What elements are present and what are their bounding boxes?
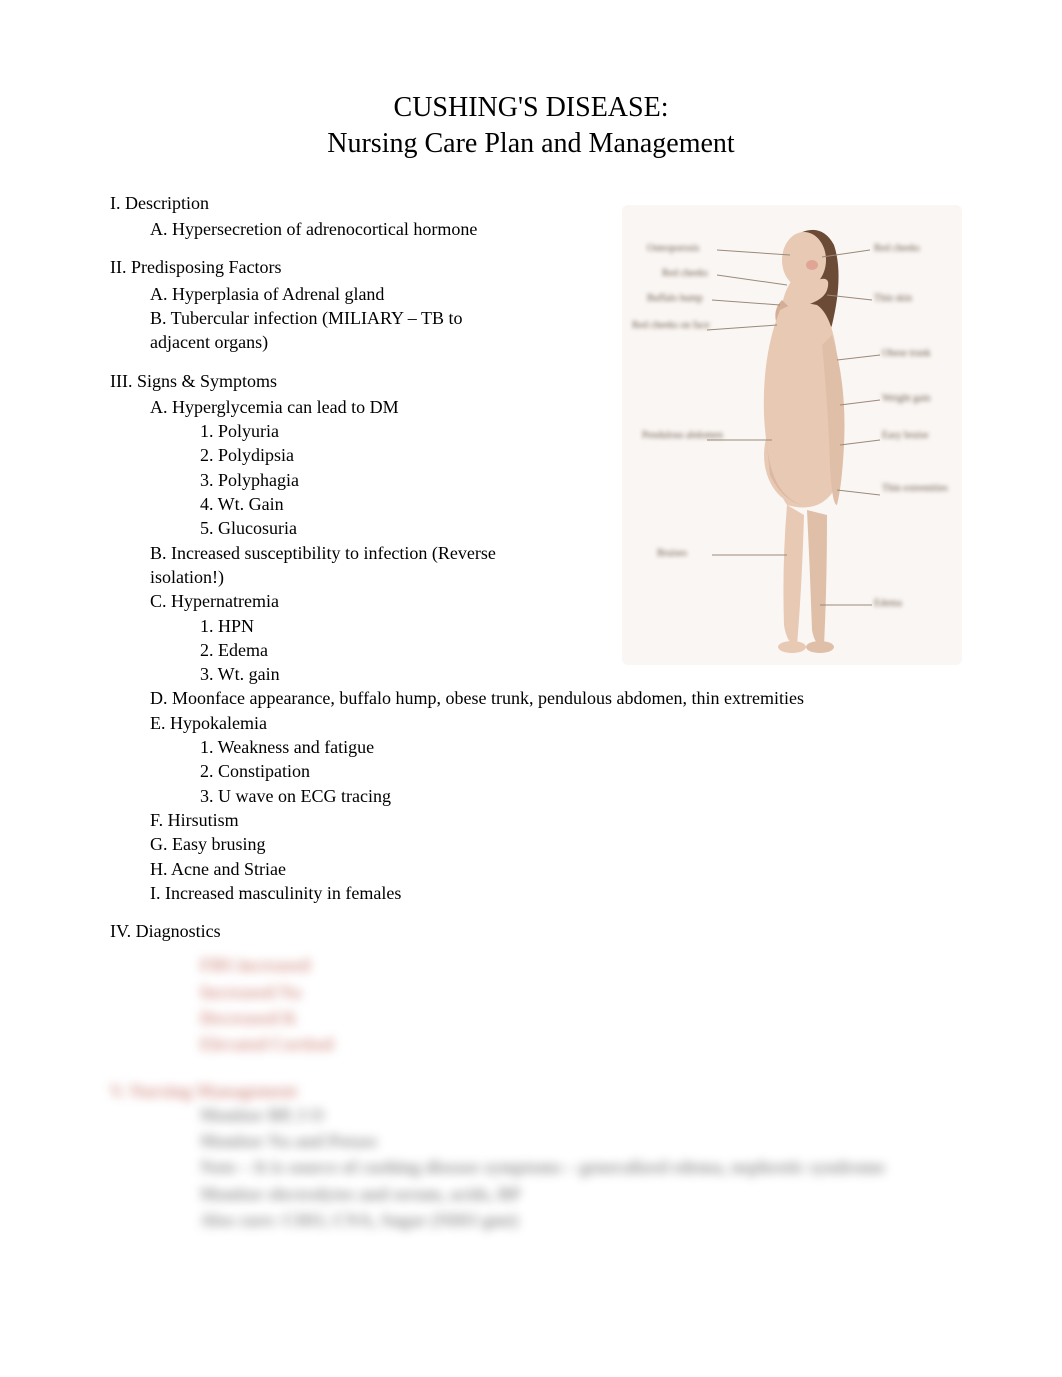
fig-label: Buffalo hump bbox=[647, 293, 703, 304]
section-3-i: I. Increased masculinity in females bbox=[110, 881, 952, 905]
section-3-b: B. Increased susceptibility to infection… bbox=[110, 541, 530, 590]
section-2-b: B. Tubercular infection (MILIARY – TB to… bbox=[110, 306, 510, 355]
fig-label: Red cheeks bbox=[874, 243, 920, 254]
blur-text: Monitor electrolytes and serum, acids, B… bbox=[200, 1182, 521, 1206]
doc-title-line2: Nursing Care Plan and Management bbox=[110, 126, 952, 162]
blur-text: FBS increased bbox=[200, 953, 310, 977]
fig-label: Thin skin bbox=[874, 293, 912, 304]
section-4-head: IV. Diagnostics bbox=[110, 919, 952, 943]
blur-text: Monitor Na and Potass bbox=[200, 1129, 377, 1153]
section-3-g: G. Easy brusing bbox=[110, 832, 952, 856]
section-3-e-label: E. Hypokalemia bbox=[110, 711, 952, 735]
fig-label: Red cheeks bbox=[662, 268, 708, 279]
fig-label: Osteoporosis bbox=[647, 243, 699, 254]
blur-text: V. Nursing Management bbox=[110, 1079, 297, 1103]
section-3-e-3: 3. U wave on ECG tracing bbox=[110, 784, 952, 808]
blur-text: Monitor BP, I O bbox=[200, 1103, 324, 1127]
fig-label: Bruises bbox=[657, 548, 687, 559]
doc-title-line1: CUSHING'S DISEASE: bbox=[110, 90, 952, 126]
fig-label: Obese trunk bbox=[882, 348, 931, 359]
section-3-d: D. Moonface appearance, buffalo hump, ob… bbox=[110, 686, 952, 710]
fig-label: Pendulous abdomen bbox=[642, 430, 723, 441]
section-3-e-1: 1. Weakness and fatigue bbox=[110, 735, 952, 759]
section-3-h: H. Acne and Striae bbox=[110, 857, 952, 881]
blur-text: Also cure: CHO, CNA, Sugar (NHO gmt) bbox=[200, 1208, 518, 1232]
blur-text: Elevated Cortisol bbox=[200, 1032, 333, 1056]
fig-label: Red cheeks on face bbox=[632, 320, 709, 331]
blur-text: Note – It is source of cushing disease s… bbox=[200, 1155, 885, 1179]
section-3-c-3: 3. Wt. gain bbox=[110, 662, 952, 686]
section-3-f: F. Hirsutism bbox=[110, 808, 952, 832]
fig-label: Thin extremities bbox=[882, 483, 948, 494]
fig-label: Easy bruise bbox=[882, 430, 928, 441]
fig-label: Weight gain bbox=[882, 393, 930, 404]
blur-text: Decreased K bbox=[200, 1006, 297, 1030]
section-5-blurred: V. Nursing Management Monitor BP, I O Mo… bbox=[110, 1079, 952, 1233]
blur-text: Increased Na bbox=[200, 980, 301, 1004]
cushing-figure: Osteoporosis Red cheeks Buffalo hump Red… bbox=[622, 205, 962, 665]
section-3-e-2: 2. Constipation bbox=[110, 759, 952, 783]
fig-label: Edema bbox=[874, 598, 902, 609]
section-4-blurred: FBS increased Increased Na Decreased K E… bbox=[110, 953, 952, 1056]
